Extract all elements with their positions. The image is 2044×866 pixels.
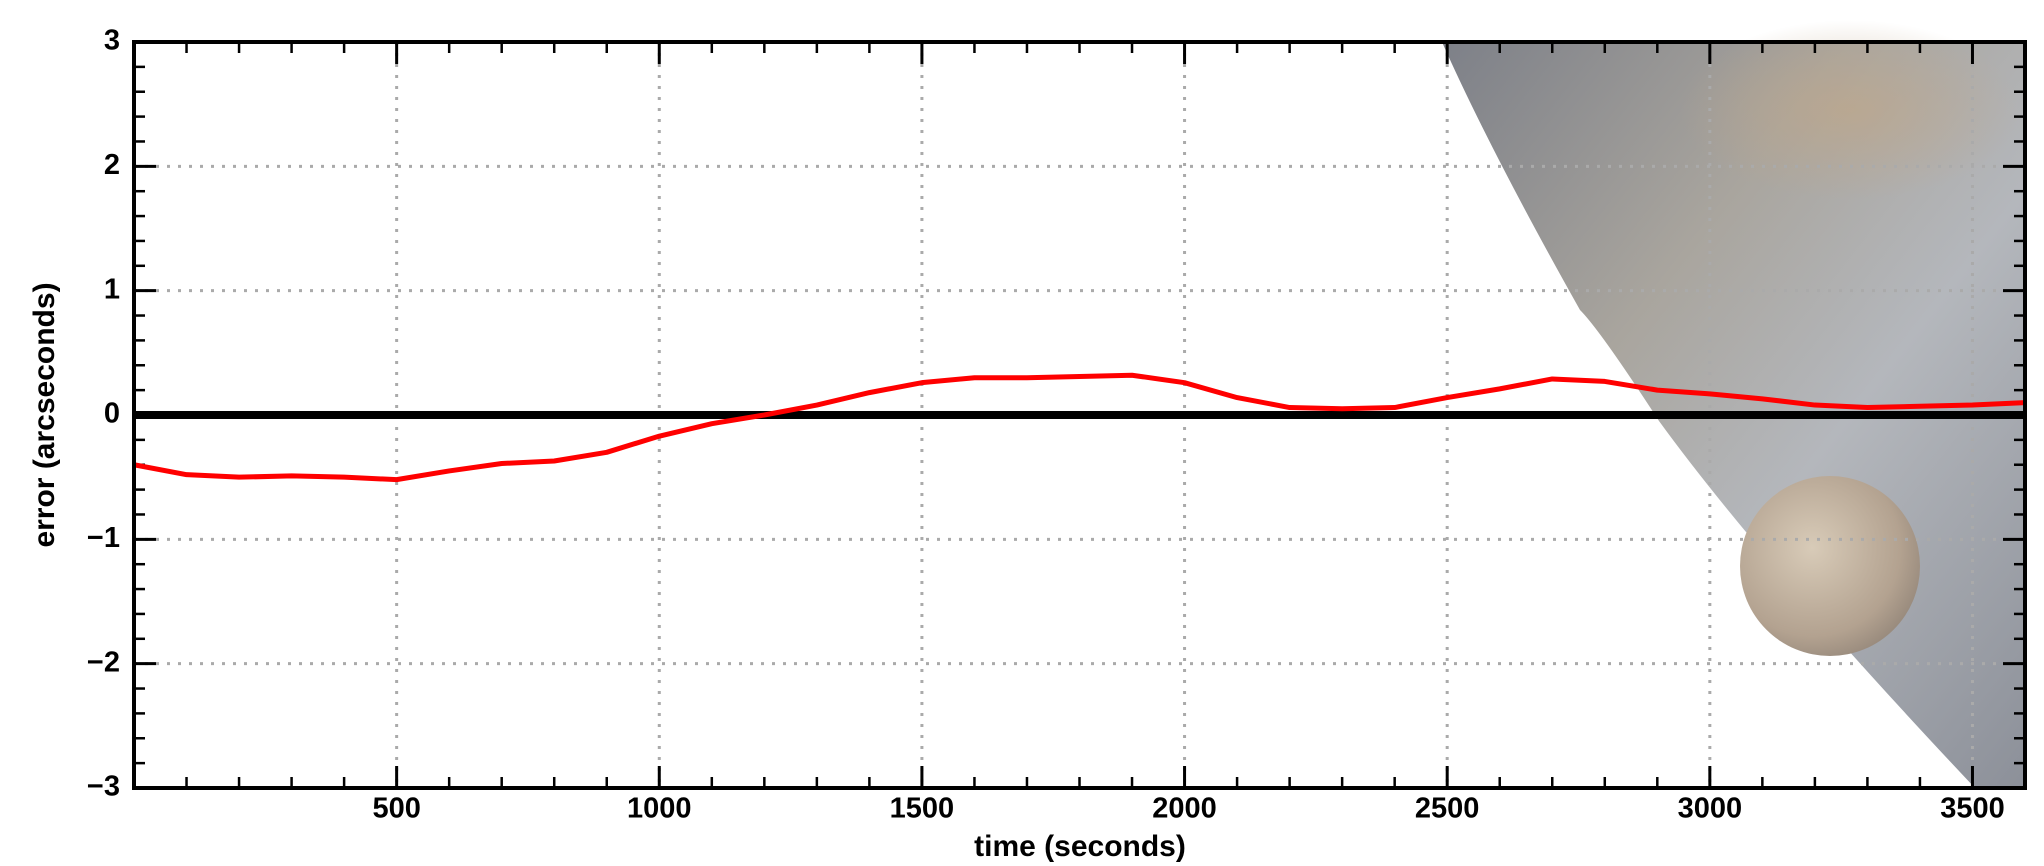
- x-tick-label: 1500: [890, 793, 955, 825]
- x-tick-label: 3500: [1940, 793, 2005, 825]
- x-axis-title: time (seconds): [974, 830, 1186, 863]
- y-tick-label: 2: [104, 149, 120, 181]
- x-tick-label: 3000: [1678, 793, 1743, 825]
- y-tick-label: −1: [87, 522, 120, 554]
- moon: [1740, 476, 1920, 656]
- data-line: [133, 372, 2026, 483]
- x-tick-label: 500: [372, 793, 420, 825]
- x-tick-label: 2500: [1415, 793, 1480, 825]
- y-tick-label: −2: [87, 646, 120, 678]
- x-tick-label: 1000: [627, 793, 692, 825]
- y-tick-label: 1: [104, 273, 120, 305]
- y-tick-label: 3: [104, 25, 120, 57]
- y-tick-label: 0: [104, 398, 120, 430]
- plot-frame: [132, 40, 2027, 790]
- y-axis-title: error (arcseconds): [28, 282, 61, 547]
- y-tick-label: −3: [87, 771, 120, 803]
- planet-band: [1680, 20, 2020, 200]
- x-tick-label: 2000: [1152, 793, 1217, 825]
